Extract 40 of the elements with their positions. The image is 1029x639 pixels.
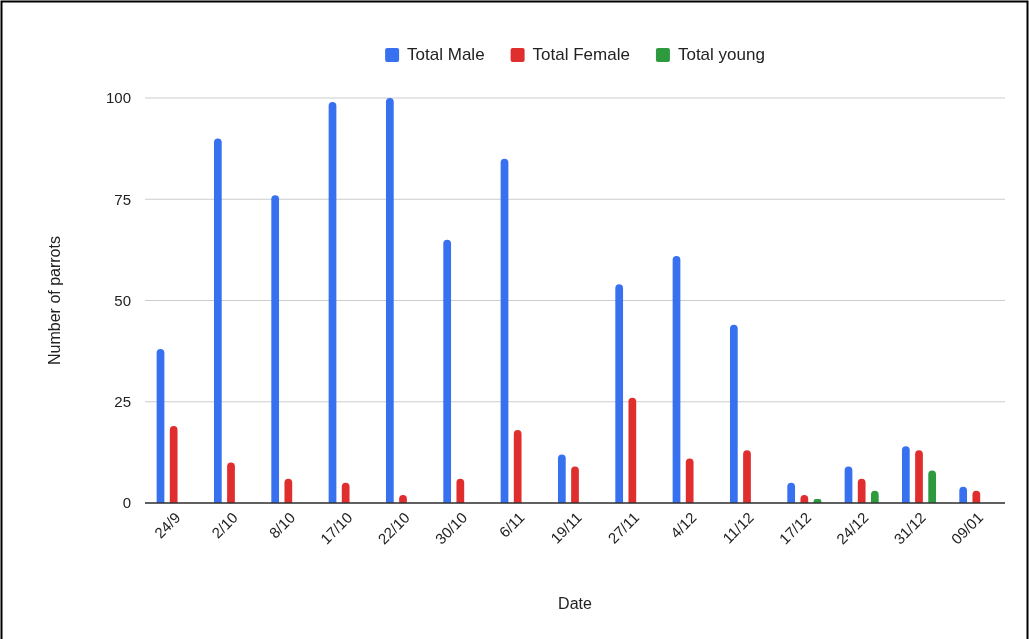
bar: [571, 466, 579, 503]
legend-label: Total Male: [407, 45, 485, 64]
x-tick-label: 4/12: [666, 508, 700, 542]
x-axis-title: Date: [558, 595, 592, 612]
bar: [271, 195, 280, 503]
bar: [443, 239, 452, 503]
bar: [685, 458, 694, 503]
bar: [915, 450, 923, 503]
bar: [227, 462, 235, 503]
x-tick-label: 8/10: [265, 508, 299, 542]
bar: [557, 454, 566, 503]
bar: [169, 426, 178, 503]
bar: [284, 478, 293, 503]
bar: [901, 446, 910, 503]
bar: [156, 349, 165, 503]
bar: [628, 397, 637, 503]
bar: [857, 478, 866, 503]
y-tick-label: 100: [105, 89, 131, 107]
bar: [928, 470, 937, 503]
y-tick-label: 50: [114, 291, 131, 309]
bar: [500, 158, 509, 503]
bar: [341, 482, 350, 503]
bar: [328, 102, 337, 503]
bar: [743, 450, 751, 503]
y-tick-label: 75: [114, 190, 131, 208]
bar: [513, 430, 522, 503]
y-tick-label: 25: [114, 393, 131, 411]
bar: [456, 478, 465, 503]
bar: [787, 482, 796, 503]
bar: [959, 486, 968, 503]
y-tick-label: 0: [122, 494, 131, 512]
bar: [729, 324, 738, 503]
legend-label: Total young: [677, 45, 765, 64]
y-axis-title: Number of parrots: [46, 236, 63, 365]
bar: [385, 98, 394, 503]
bar: [615, 284, 624, 503]
legend-label: Total Female: [532, 45, 630, 64]
bar: [213, 138, 222, 503]
bar: [672, 255, 681, 503]
x-tick-label: 6/11: [495, 508, 528, 541]
